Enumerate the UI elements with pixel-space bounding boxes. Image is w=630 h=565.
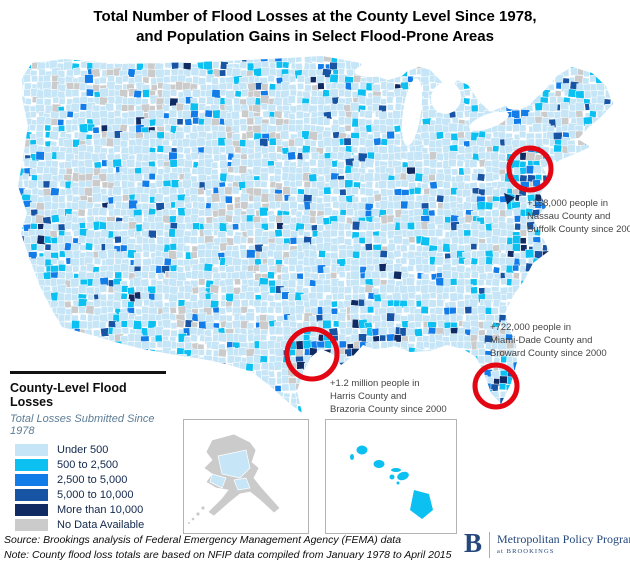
legend-items: Under 500 500 to 2,500 2,500 to 5,000 5,000…	[10, 444, 172, 531]
legend-swatch	[15, 519, 48, 531]
source-note: Source: Brookings analysis of Federal Em…	[4, 534, 402, 546]
annotation-line: Nassau County and	[527, 211, 611, 222]
legend-item: No Data Available	[10, 519, 172, 531]
footer-notes: Source: Brookings analysis of Federal Em…	[4, 533, 451, 562]
legend-item: Under 500	[10, 444, 172, 456]
annotation-line: Miami-Dade County and	[490, 335, 593, 346]
legend-item-label: 2,500 to 5,000	[57, 474, 128, 486]
highlight-circle-harris-brazoria	[284, 326, 340, 382]
annotation-line: Broward County since 2000	[490, 348, 607, 359]
lake-huron	[430, 82, 462, 114]
legend-item: More than 10,000	[10, 504, 172, 516]
legend-title: County-Level Flood Losses	[10, 381, 127, 409]
legend-item-label: More than 10,000	[57, 504, 144, 516]
legend-item-label: No Data Available	[57, 519, 145, 531]
annotation-line: Suffolk County since 2000	[527, 224, 630, 235]
annotation-arrow-icon	[504, 193, 515, 205]
highlight-circle-miami-broward	[472, 362, 520, 410]
legend-divider	[10, 371, 166, 374]
annotation-line: Harris County and	[330, 391, 407, 402]
hawaii-map	[350, 445, 433, 519]
legend-item-label: 500 to 2,500	[57, 459, 119, 471]
legend-swatch	[15, 444, 48, 456]
logo-divider	[489, 532, 491, 558]
brookings-logo: B Metropolitan Policy Program at BROOKIN…	[460, 530, 630, 558]
highlight-circles	[284, 145, 554, 410]
annotation-miami-broward: +722,000 people in Miami-Dade County and…	[490, 321, 607, 360]
legend-item: 5,000 to 10,000	[10, 489, 172, 501]
figure-title: Total Number of Flood Losses at the Coun…	[0, 7, 630, 47]
legend-item: 2,500 to 5,000	[10, 474, 172, 486]
highlight-circle-nassau-suffolk	[506, 145, 554, 193]
legend-item-label: Under 500	[57, 444, 109, 456]
legend: County-Level Flood Losses Total Losses S…	[10, 371, 172, 534]
alaska-low-loss-region	[209, 473, 227, 489]
great-lakes	[354, 55, 532, 146]
annotation-line: +722,000 people in	[490, 322, 572, 333]
logo-program-name: Metropolitan Policy Program	[497, 532, 630, 546]
alaska-low-loss-region	[233, 477, 251, 491]
legend-swatch	[15, 489, 48, 501]
legend-subtitle: Total Losses Submitted Since 1978	[10, 413, 155, 437]
data-note: Note: County flood loss totals are based…	[4, 548, 452, 561]
annotation-line: Brazoria County since 2000	[330, 404, 447, 415]
lake-erie	[469, 111, 509, 131]
title-line-2: and Population Gains in Select Flood-Pro…	[136, 28, 494, 45]
legend-swatch	[15, 504, 48, 516]
alaska-inset	[183, 419, 309, 534]
lake-michigan	[401, 78, 423, 146]
annotation-harris-brazoria: +1.2 million people in Harris County and…	[330, 377, 447, 416]
legend-item: 500 to 2,500	[10, 459, 172, 471]
annotation-nassau-suffolk: +158,000 people in Nassau County and Suf…	[527, 197, 630, 236]
lake-ontario	[506, 98, 532, 110]
legend-swatch	[15, 459, 48, 471]
alaska-low-loss-region	[217, 449, 251, 479]
legend-swatch	[15, 474, 48, 486]
legend-item-label: 5,000 to 10,000	[57, 489, 134, 501]
alaska-map	[188, 433, 281, 524]
title-line-1: Total Number of Flood Losses at the Coun…	[93, 8, 537, 25]
brookings-monogram: B	[464, 528, 483, 558]
hawaiian-islands	[350, 445, 433, 519]
aleutian-islands	[188, 506, 205, 524]
annotation-line: +158,000 people in	[527, 198, 609, 209]
lake-superior	[354, 55, 426, 77]
hawaii-inset	[325, 419, 457, 534]
annotation-line: +1.2 million people in	[330, 378, 420, 389]
logo-at-brookings: at BROOKINGS	[497, 548, 555, 555]
